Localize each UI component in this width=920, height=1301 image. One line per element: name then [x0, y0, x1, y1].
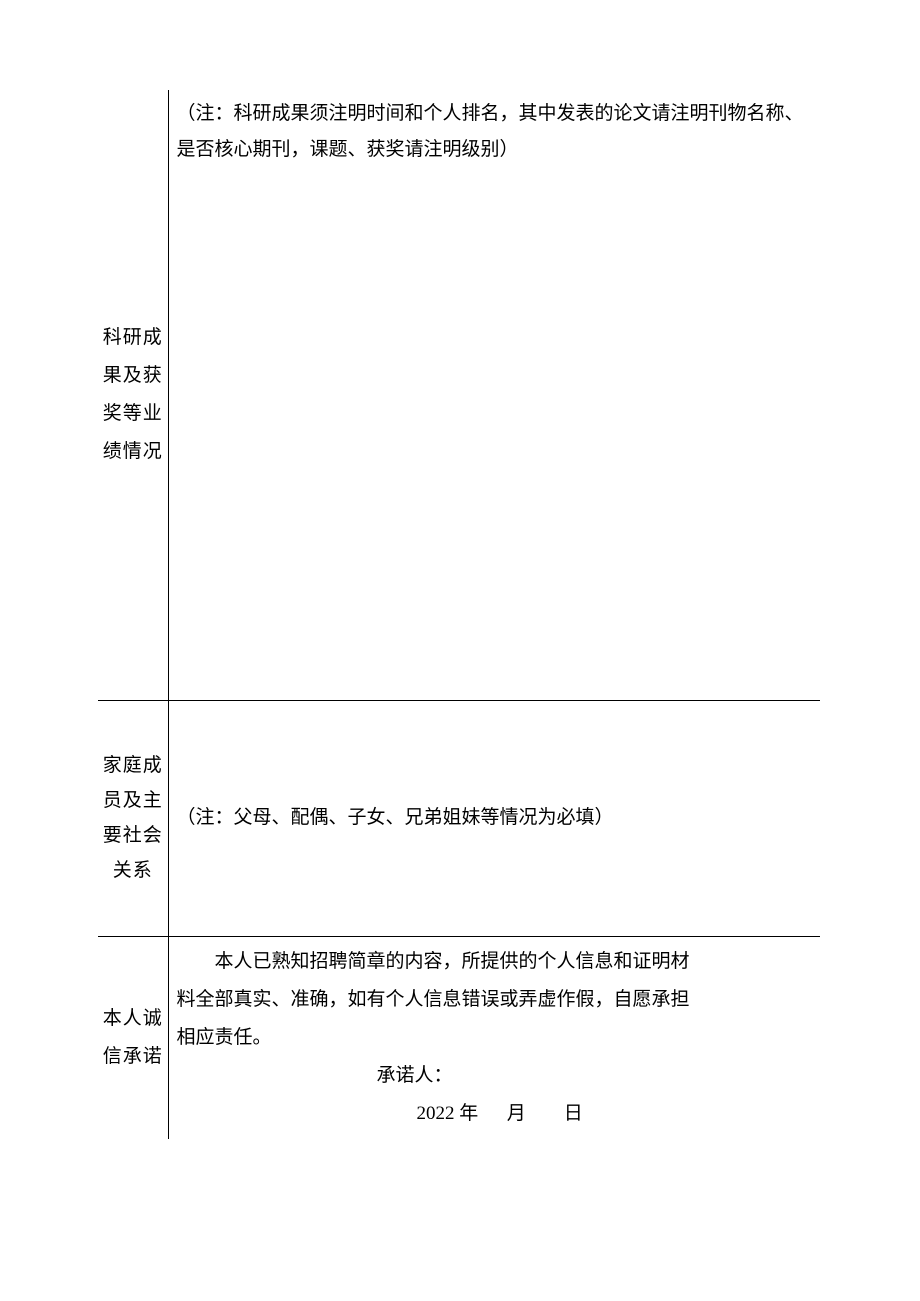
integrity-commitment-label: 本人诚信承诺 [100, 1000, 166, 1076]
month-gap [483, 1103, 502, 1124]
month-unit: 月 [507, 1103, 526, 1124]
family-note: （注：父母、配偶、子女、兄弟姐妹等情况为必填） [177, 800, 813, 836]
research-note: （注：科研成果须注明时间和个人排名，其中发表的论文请注明刊物名称、是否核心期刊，… [177, 96, 813, 168]
row3-label-cell: 本人诚信承诺 [98, 936, 168, 1139]
declaration-text: 本人已熟知招聘简章的内容，所提供的个人信息和证明材料全部真实、准确，如有个人信息… [177, 943, 813, 1057]
row3-content-cell: 本人已熟知招聘简章的内容，所提供的个人信息和证明材料全部真实、准确，如有个人信息… [168, 936, 820, 1139]
signer-label: 承诺人： [377, 1065, 453, 1086]
family-relations-label: 家庭成员及主要社会关系 [100, 748, 166, 889]
date-line: 2022 年 月 日 [177, 1095, 813, 1133]
year-value: 2022 [417, 1103, 455, 1124]
table-row: 科研成果及获奖等业绩情况 （注：科研成果须注明时间和个人排名，其中发表的论文请注… [98, 90, 820, 700]
row1-label-cell: 科研成果及获奖等业绩情况 [98, 90, 168, 700]
signer-line: 承诺人： [177, 1057, 813, 1095]
table-row: 本人诚信承诺 本人已熟知招聘简章的内容，所提供的个人信息和证明材料全部真实、准确… [98, 936, 820, 1139]
form-page: 科研成果及获奖等业绩情况 （注：科研成果须注明时间和个人排名，其中发表的论文请注… [98, 90, 820, 1139]
day-unit: 日 [564, 1103, 583, 1124]
form-table: 科研成果及获奖等业绩情况 （注：科研成果须注明时间和个人排名，其中发表的论文请注… [98, 90, 820, 1139]
day-gap [531, 1103, 560, 1124]
row2-label-cell: 家庭成员及主要社会关系 [98, 700, 168, 936]
year-unit: 年 [459, 1103, 478, 1124]
research-achievements-label: 科研成果及获奖等业绩情况 [100, 319, 166, 471]
table-row: 家庭成员及主要社会关系 （注：父母、配偶、子女、兄弟姐妹等情况为必填） [98, 700, 820, 936]
row2-content-cell[interactable]: （注：父母、配偶、子女、兄弟姐妹等情况为必填） [168, 700, 820, 936]
row1-content-cell[interactable]: （注：科研成果须注明时间和个人排名，其中发表的论文请注明刊物名称、是否核心期刊，… [168, 90, 820, 700]
